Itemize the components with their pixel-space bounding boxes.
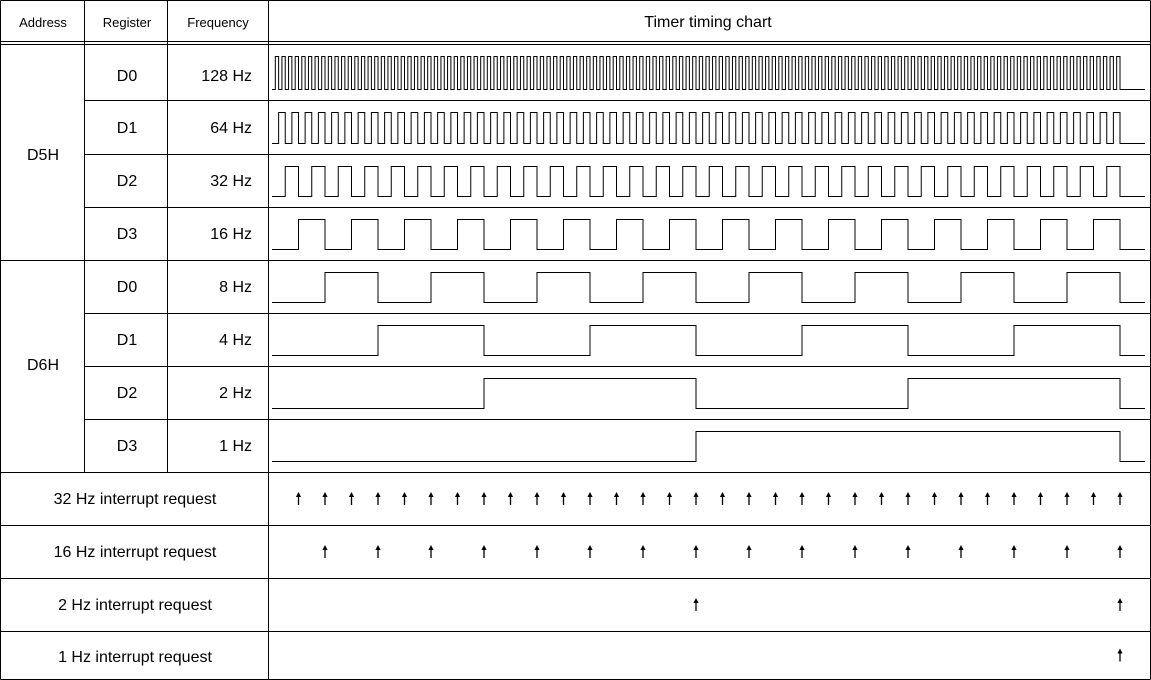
interrupt-arrow [799, 492, 805, 505]
address-d5h: D5H [27, 147, 59, 164]
waveform-16hz [272, 219, 1145, 250]
interrupt-arrow [666, 492, 673, 505]
interrupt-arrow [693, 545, 699, 558]
frequency-label: 64 Hz [210, 120, 252, 137]
interrupt-arrow [322, 492, 328, 505]
interrupt-arrow [958, 545, 964, 558]
interrupt-arrow [587, 545, 593, 558]
register-label: D1 [117, 332, 138, 349]
interrupt-arrow [1117, 648, 1123, 662]
interrupt-arrow [401, 492, 408, 505]
register-label: D3 [117, 226, 138, 243]
interrupt-arrow [375, 545, 381, 558]
waveform-4hz [272, 325, 1145, 356]
interrupt-arrow [534, 545, 540, 558]
interrupt-arrow [613, 492, 620, 505]
interrupt-arrow [693, 598, 699, 611]
chart-title: Timer timing chart [644, 14, 772, 31]
interrupt-arrow [640, 492, 646, 505]
header-address: Address [19, 15, 67, 30]
interrupt-arrow [481, 545, 487, 558]
interrupt-arrow [878, 492, 885, 505]
frequency-label: 128 Hz [201, 68, 252, 85]
interrupt-arrow [640, 545, 646, 558]
interrupt-label: 32 Hz interrupt request [54, 491, 217, 508]
register-label: D1 [117, 120, 138, 137]
register-label: D3 [117, 438, 138, 455]
address-d6h: D6H [27, 357, 59, 374]
interrupt-arrow [1011, 492, 1017, 505]
waveforms [272, 56, 1145, 462]
interrupt-arrow [1064, 492, 1070, 505]
interrupt-arrow [905, 545, 911, 558]
interrupt-arrow [587, 492, 593, 505]
interrupt-arrow [375, 492, 381, 505]
interrupt-arrow [507, 492, 514, 505]
interrupt-arrow [984, 492, 991, 505]
interrupt-arrow [322, 545, 328, 558]
interrupt-arrow [746, 545, 752, 558]
interrupt-arrow [1037, 492, 1044, 505]
interrupt-arrow [772, 492, 779, 505]
interrupt-arrow [428, 492, 434, 505]
waveform-2hz [272, 378, 1145, 409]
interrupt-arrow [693, 492, 699, 505]
register-label: D2 [117, 385, 138, 402]
interrupt-arrow [348, 492, 355, 505]
frequency-label: 32 Hz [210, 173, 252, 190]
waveform-32hz [272, 166, 1145, 197]
interrupt-label: 1 Hz interrupt request [58, 649, 212, 666]
interrupt-arrow [1117, 598, 1123, 611]
interrupt-label: 16 Hz interrupt request [54, 544, 217, 561]
frequency-label: 4 Hz [219, 332, 252, 349]
interrupt-arrow [1117, 545, 1123, 558]
interrupt-arrow [534, 492, 540, 505]
frequency-label: 1 Hz [219, 438, 252, 455]
interrupt-arrow [295, 492, 302, 505]
register-label: D0 [117, 68, 138, 85]
interrupt-arrow [428, 545, 434, 558]
interrupt-arrow [1117, 492, 1123, 505]
waveform-8hz [272, 272, 1145, 303]
interrupt-arrow [825, 492, 832, 505]
interrupt-arrow [958, 492, 964, 505]
interrupt-arrow [1090, 492, 1097, 505]
waveform-64hz [272, 112, 1145, 144]
interrupt-arrow [746, 492, 752, 505]
header-frequency: Frequency [187, 15, 249, 30]
interrupt-arrow [1011, 545, 1017, 558]
interrupt-arrow [799, 545, 805, 558]
waveform-1hz [272, 431, 1145, 462]
interrupt-arrow [852, 492, 858, 505]
frequency-label: 16 Hz [210, 226, 252, 243]
interrupt-arrow [454, 492, 461, 505]
register-label: D2 [117, 173, 138, 190]
interrupt-arrow [1064, 545, 1070, 558]
interrupt-arrow [719, 492, 726, 505]
frequency-label: 2 Hz [219, 385, 252, 402]
interrupt-arrow [931, 492, 938, 505]
header-register: Register [103, 15, 152, 30]
waveform-128hz [272, 56, 1145, 90]
register-label: D0 [117, 279, 138, 296]
interrupt-arrow [905, 492, 911, 505]
interrupt-arrow [560, 492, 567, 505]
interrupt-label: 2 Hz interrupt request [58, 597, 212, 614]
frequency-label: 8 Hz [219, 279, 252, 296]
interrupt-arrow [481, 492, 487, 505]
interrupt-arrows [295, 492, 1123, 662]
interrupt-arrow [852, 545, 858, 558]
